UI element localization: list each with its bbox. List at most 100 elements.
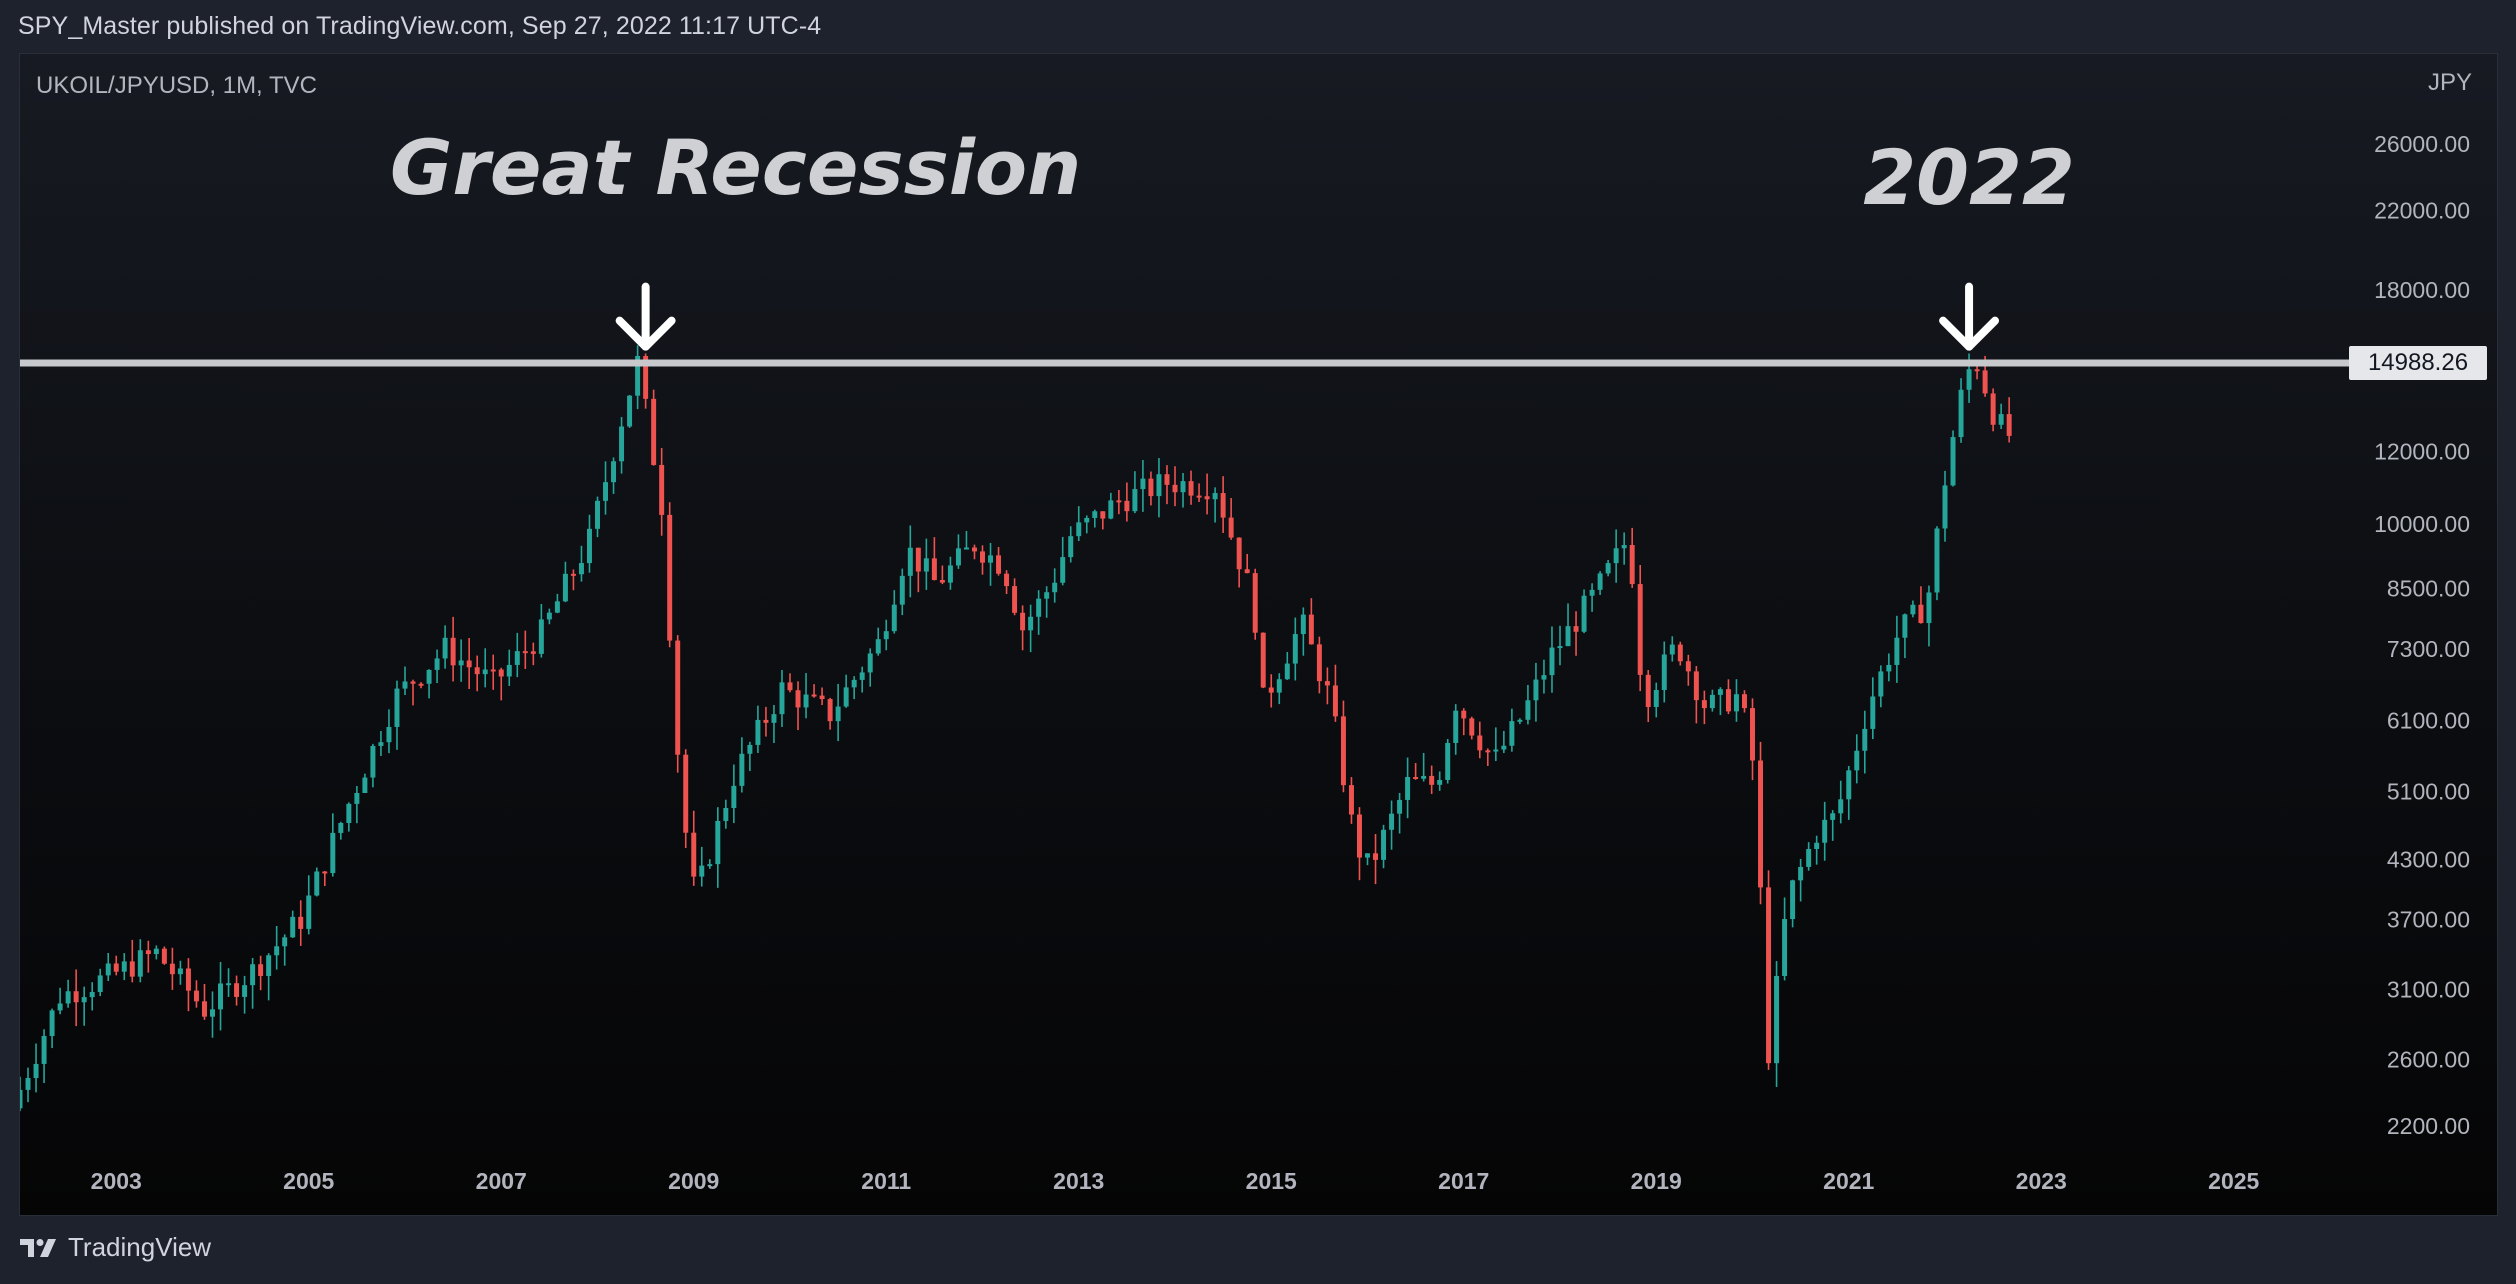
tradingview-brand[interactable]: TradingView [68, 1232, 212, 1262]
candle-body [755, 719, 761, 745]
x-tick-label: 2005 [283, 1168, 334, 1194]
candle-body [378, 742, 384, 746]
candle-body [1132, 489, 1138, 512]
candle-body [1212, 493, 1218, 500]
candle-body [1854, 750, 1860, 771]
candle-body [1164, 474, 1170, 485]
candle-body [1862, 728, 1868, 751]
price-axis: 26000.00 22000.00 18000.00 12000.00 10000.00… [2374, 131, 2470, 1139]
candle-body [394, 688, 400, 727]
candle-body [1517, 719, 1523, 722]
candle-body [1148, 478, 1154, 497]
candle-body [611, 461, 617, 483]
candle-body [129, 961, 135, 977]
currency-label: JPY [2427, 69, 2472, 96]
x-tick-label: 2023 [2016, 1168, 2067, 1194]
candle-body [1918, 604, 1924, 624]
candle-body [971, 547, 977, 552]
candle-body [1758, 760, 1764, 888]
candle-body [298, 916, 304, 929]
x-tick-label: 2003 [91, 1168, 142, 1194]
candle-body [258, 964, 264, 976]
candle-body [1950, 437, 1956, 486]
candle-body [1389, 813, 1395, 830]
candle-body [747, 744, 753, 754]
y-tick-label: 3100.00 [2387, 977, 2470, 1003]
candle-body [185, 968, 191, 991]
candle-body [1044, 592, 1050, 599]
candle-body [1693, 671, 1699, 701]
candle-body [1332, 685, 1338, 717]
candle-body [1774, 976, 1780, 1064]
footer: TradingView [18, 1232, 211, 1263]
candle-body [346, 803, 352, 824]
candle-body [97, 975, 103, 993]
candle-body [458, 660, 464, 666]
candle-body [1244, 569, 1250, 574]
candle-body [1268, 687, 1274, 693]
candle-body [1613, 548, 1619, 564]
chart-area[interactable]: Great Recession 2022 26000.00 22000.00 1800… [19, 53, 2498, 1216]
candle-body [1790, 880, 1796, 920]
candle-body [1469, 718, 1475, 736]
candle-body [314, 871, 320, 896]
candle-body [177, 968, 183, 975]
candle-body [691, 832, 697, 877]
candle-body [490, 669, 496, 672]
candle-body [819, 695, 825, 700]
candle-body [1348, 785, 1354, 815]
candle-body [153, 948, 159, 955]
candle-body [1894, 637, 1900, 665]
candle-body [578, 563, 584, 575]
y-tick-label: 18000.00 [2374, 277, 2470, 303]
candle-body [1549, 647, 1555, 676]
candle-body [763, 719, 769, 723]
annotations: Great Recession 2022 [390, 123, 2075, 351]
candle-body [1485, 750, 1491, 753]
candle-body [1685, 661, 1691, 672]
candle-body [554, 601, 560, 613]
candle-body [1020, 612, 1026, 631]
candle-body [57, 1003, 63, 1011]
candle-body [1669, 644, 1675, 655]
candle-body [442, 637, 448, 659]
tradingview-logo-icon[interactable] [18, 1236, 58, 1260]
y-tick-label: 22000.00 [2374, 197, 2470, 223]
candlestick-chart[interactable]: Great Recession 2022 26000.00 22000.00 1800… [20, 54, 2497, 1215]
candle-body [1509, 721, 1515, 746]
candle-body [482, 669, 488, 675]
candle-body [161, 948, 167, 964]
candle-body [931, 558, 937, 580]
candle-body [915, 547, 921, 572]
candle-body [1108, 500, 1114, 519]
candle-body [1084, 517, 1090, 523]
candle-body [996, 555, 1002, 574]
candle-body [988, 555, 994, 563]
candle-body [145, 950, 151, 955]
candle-body [699, 865, 705, 877]
candle-body [827, 699, 833, 722]
candle-body [434, 658, 440, 670]
candle-body [137, 950, 143, 977]
candle-body [1733, 694, 1739, 712]
candle-body [835, 706, 841, 722]
candle-body [193, 990, 199, 1002]
candle-body [899, 575, 905, 605]
candle-body [290, 916, 296, 938]
candle-body [955, 548, 961, 566]
candle-body [859, 672, 865, 680]
candle-body [1052, 582, 1058, 593]
candle-body [330, 832, 336, 874]
x-tick-label: 2019 [1631, 1168, 1682, 1194]
candle-body [1926, 592, 1932, 624]
annotation-label: Great Recession [390, 123, 1081, 212]
candle-body [1397, 799, 1403, 814]
candle-body [410, 681, 416, 684]
candle-body [1356, 814, 1362, 858]
y-tick-label: 4300.00 [2387, 847, 2470, 873]
candle-body [1188, 481, 1194, 496]
candle-body [651, 398, 657, 465]
candle-body [1677, 644, 1683, 662]
candle-body [210, 1009, 215, 1017]
candle-body [675, 640, 681, 755]
